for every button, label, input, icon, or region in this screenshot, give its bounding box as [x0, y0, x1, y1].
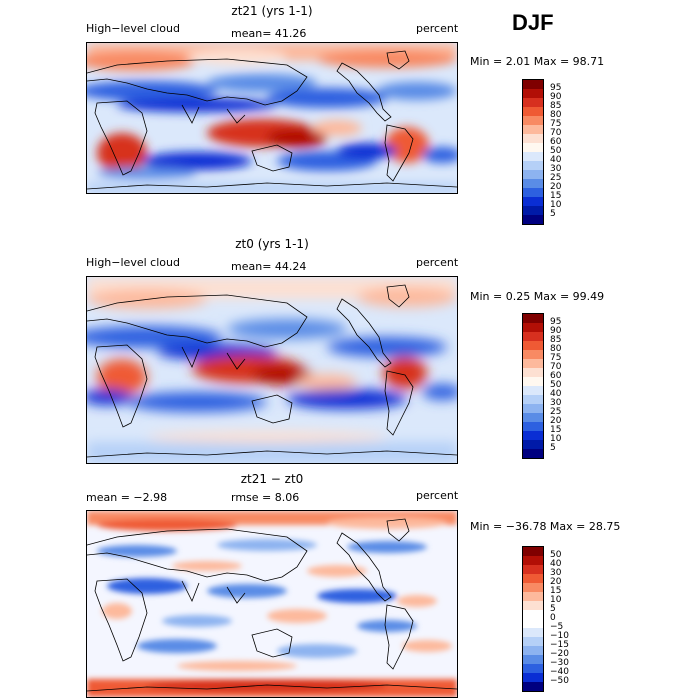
colorbar-tick-label: 95	[550, 83, 562, 93]
colorbar-tick-label: 15	[550, 425, 562, 435]
colorbar-tick-label: −40	[550, 667, 569, 677]
colorbar-tick-label: 60	[550, 371, 562, 381]
panel-2-title: zt0 (yrs 1-1)	[235, 237, 309, 251]
season-label: DJF	[512, 10, 554, 35]
colorbar-tick-label: −50	[550, 676, 569, 686]
colorbar-tick-label: 25	[550, 173, 562, 183]
colorbar-tick-label: 0	[550, 613, 556, 623]
colorbar-tick-label: 20	[550, 182, 562, 192]
panel-2-map	[86, 276, 458, 464]
panel-3-map	[86, 510, 458, 698]
colorbar-tick-label: 30	[550, 164, 562, 174]
panel-2-mean-label: mean= 44.24	[231, 260, 307, 273]
colorbar-tick-label: 30	[550, 398, 562, 408]
colorbar-tick-label: 40	[550, 559, 562, 569]
panel-1-units-label: percent	[416, 22, 459, 35]
colorbar-tick-label: 25	[550, 407, 562, 417]
colorbar-tick-label: 5	[550, 443, 556, 453]
panel-2-variable-label: High−level cloud	[86, 256, 180, 269]
colorbar-tick-label: 50	[550, 550, 562, 560]
colorbar-tick-label: 90	[550, 326, 562, 336]
colorbar-tick-label: 40	[550, 155, 562, 165]
colorbar-tick-label: 80	[550, 344, 562, 354]
colorbar-tick-label: 10	[550, 200, 562, 210]
colorbar-tick-label: −5	[550, 622, 564, 632]
colorbar-tick-label: −20	[550, 649, 569, 659]
panel-3-units-label: percent	[416, 489, 459, 502]
colorbar-tick-label: 95	[550, 317, 562, 327]
panel-3-colorbar	[522, 546, 544, 692]
colorbar-tick-label: 10	[550, 595, 562, 605]
colorbar-tick-label: 85	[550, 101, 562, 111]
colorbar-tick-label: 10	[550, 434, 562, 444]
colorbar-tick-label: 15	[550, 586, 562, 596]
colorbar-tick-label: −10	[550, 631, 569, 641]
colorbar-tick-label: 70	[550, 128, 562, 138]
panel-1-map	[86, 42, 458, 194]
panel-2-colorbar	[522, 313, 544, 459]
panel-3-rmse-label: rmse = 8.06	[231, 491, 300, 504]
colorbar-tick-label: 80	[550, 110, 562, 120]
panel-1-mean-label: mean= 41.26	[231, 27, 307, 40]
colorbar-tick-label: 70	[550, 362, 562, 372]
colorbar-tick-label: 5	[550, 209, 556, 219]
panel-1-variable-label: High−level cloud	[86, 22, 180, 35]
colorbar-tick-label: 60	[550, 137, 562, 147]
panel-1-title: zt21 (yrs 1-1)	[231, 4, 313, 18]
colorbar-tick-label: −30	[550, 658, 569, 668]
colorbar-tick-label: −15	[550, 640, 569, 650]
colorbar-tick-label: 15	[550, 191, 562, 201]
panel-2-min-max: Min = 0.25 Max = 99.49	[470, 290, 605, 303]
panel-3-min-max: Min = −36.78 Max = 28.75	[470, 520, 621, 533]
colorbar-tick-label: 75	[550, 353, 562, 363]
colorbar-tick-label: 75	[550, 119, 562, 129]
colorbar-tick-label: 50	[550, 380, 562, 390]
colorbar-tick-label: 85	[550, 335, 562, 345]
colorbar-tick-label: 90	[550, 92, 562, 102]
colorbar-tick-label: 40	[550, 389, 562, 399]
colorbar-tick-label: 20	[550, 416, 562, 426]
colorbar-tick-label: 50	[550, 146, 562, 156]
panel-3-title: zt21 − zt0	[240, 472, 304, 486]
panel-1-colorbar	[522, 79, 544, 225]
colorbar-tick-label: 5	[550, 604, 556, 614]
panel-2-units-label: percent	[416, 256, 459, 269]
panel-1-min-max: Min = 2.01 Max = 98.71	[470, 55, 605, 68]
panel-3-mean-label: mean = −2.98	[86, 491, 168, 504]
colorbar-tick-label: 20	[550, 577, 562, 587]
colorbar-tick-label: 30	[550, 568, 562, 578]
